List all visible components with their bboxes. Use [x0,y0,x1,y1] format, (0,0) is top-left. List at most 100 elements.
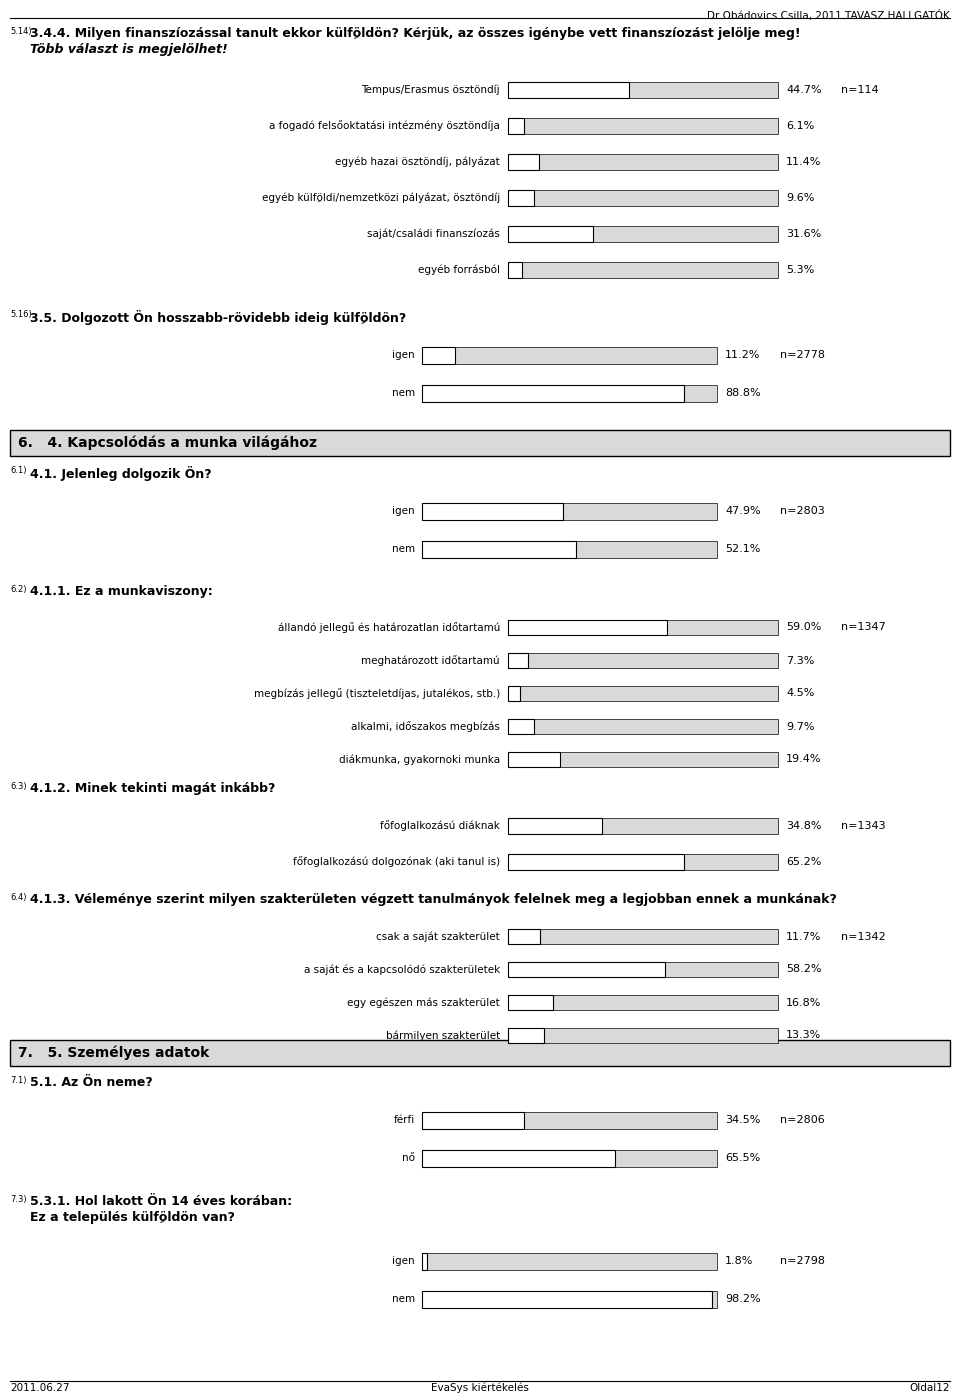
Text: 34.8%: 34.8% [786,821,822,831]
Bar [508,753,561,767]
Bar [508,190,534,206]
Text: n=114: n=114 [841,85,878,95]
Text: n=2806: n=2806 [780,1115,825,1125]
Bar [508,118,524,134]
Bar [508,653,528,667]
Text: Oldal12: Oldal12 [909,1384,950,1393]
Text: 6.2): 6.2) [10,585,27,595]
Text: 6.1%: 6.1% [786,120,814,132]
Text: 7.3): 7.3) [10,1195,27,1205]
Text: 4.1.1. Ez a munkaviszony:: 4.1.1. Ez a munkaviszony: [30,585,213,597]
Text: 4.1.3. Véleménye szerint milyen szakterületen végzett tanulmányok felelnek meg a: 4.1.3. Véleménye szerint milyen szakterü… [30,893,837,907]
Text: 11.4%: 11.4% [786,157,822,166]
Text: nem: nem [392,1294,415,1304]
Text: n=2803: n=2803 [780,506,825,516]
Text: igen: igen [393,506,415,516]
Text: Több választ is megjelölhet!: Több választ is megjelölhet! [30,43,228,56]
Text: n=1343: n=1343 [841,821,886,831]
Text: 2011.06.27: 2011.06.27 [10,1384,69,1393]
Text: egyéb külfِöldi/nemzetközi pályázat, ösztöndíj: egyéb külfِöldi/nemzetközi pályázat, ösz… [262,193,500,203]
Text: 65.2%: 65.2% [786,858,822,867]
Text: 5.16): 5.16) [10,311,32,319]
Text: 6.4): 6.4) [10,893,27,902]
Bar [508,719,534,734]
Text: 11.7%: 11.7% [786,932,822,942]
Bar [508,83,629,98]
Bar [508,227,593,242]
Bar [508,929,540,944]
Text: 5.1. Az Ön neme?: 5.1. Az Ön neme? [30,1076,153,1088]
Text: megbízás jellegű (tiszteletdíjas, jutalékos, stb.): megbízás jellegű (tiszteletdíjas, jutalé… [253,688,500,700]
Bar [508,995,553,1010]
Bar [508,753,778,767]
Text: 19.4%: 19.4% [786,754,822,764]
Text: 5.3%: 5.3% [786,264,814,276]
Text: 58.2%: 58.2% [786,964,822,975]
Text: férfi: férfi [394,1115,415,1125]
Text: nem: nem [392,388,415,397]
Bar [508,995,778,1010]
Text: csak a saját szakterület: csak a saját szakterület [376,932,500,942]
Text: 7.3%: 7.3% [786,656,814,666]
Text: 6.3): 6.3) [10,782,27,790]
Text: 65.5%: 65.5% [725,1153,760,1163]
Text: bármilyen szakterület: bármilyen szakterület [386,1030,500,1041]
Text: főfoglalkozású diáknak: főfoglalkozású diáknak [380,821,500,831]
Text: meghatározott időtartamú: meghatározott időtartamú [361,655,500,666]
Text: egyéb hazai ösztöndíj, pályázat: egyéb hazai ösztöndíj, pályázat [335,157,500,168]
Text: n=2778: n=2778 [780,350,825,360]
Text: Dr Obádovics Csilla, 2011 TAVASZ HALLGATÓK: Dr Obádovics Csilla, 2011 TAVASZ HALLGAT… [708,10,950,21]
Bar [508,818,778,834]
Text: igen: igen [393,1256,415,1266]
Bar [508,620,778,635]
Bar [422,1290,711,1308]
Text: igen: igen [393,350,415,360]
Text: 52.1%: 52.1% [725,544,760,554]
Text: 44.7%: 44.7% [786,85,822,95]
Text: 47.9%: 47.9% [725,506,760,516]
Text: 9.7%: 9.7% [786,722,814,732]
Text: nem: nem [392,544,415,554]
Text: alkalmi, időszakos megbízás: alkalmi, időszakos megbízás [351,720,500,732]
Text: 3.4.4. Milyen finanszíozással tanult ekkor külfِöldön? Kérjük, az összes igénybe: 3.4.4. Milyen finanszíozással tanult ekk… [30,27,801,41]
Text: főfoglalkozású dolgozónak (aki tanul is): főfoglalkozású dolgozónak (aki tanul is) [293,856,500,867]
Bar [508,83,778,98]
Bar [422,1150,615,1167]
Text: 6.1): 6.1) [10,466,27,476]
Text: 6.   4. Kapcsolódás a munka világához: 6. 4. Kapcsolódás a munka világához [18,435,317,450]
Text: egy egészen más szakterület: egy egészen más szakterület [348,997,500,1007]
Bar [422,540,576,557]
Bar [422,385,684,402]
Bar [422,1111,524,1129]
Bar [422,502,717,519]
Text: 13.3%: 13.3% [786,1031,821,1041]
Bar [508,653,778,667]
Text: n=2798: n=2798 [780,1256,825,1266]
Text: nő: nő [402,1153,415,1163]
Text: a fogadó felsőoktatási intézmény ösztöndíja: a fogadó felsőoktatási intézmény ösztönd… [269,120,500,132]
Bar [508,686,778,701]
Bar [508,686,520,701]
Bar [10,1039,950,1066]
Text: 98.2%: 98.2% [725,1294,760,1304]
Text: 34.5%: 34.5% [725,1115,760,1125]
Text: saját/családi finanszíozás: saját/családi finanszíozás [367,229,500,239]
Bar [508,853,684,870]
Text: 59.0%: 59.0% [786,623,822,632]
Text: 88.8%: 88.8% [725,388,760,397]
Text: diákmunka, gyakornoki munka: diákmunka, gyakornoki munka [339,754,500,765]
Bar [508,818,602,834]
Text: 16.8%: 16.8% [786,997,822,1007]
Bar [422,1150,717,1167]
Bar [422,1111,717,1129]
Text: n=1347: n=1347 [841,623,886,632]
Bar [508,620,667,635]
Text: 7.1): 7.1) [10,1076,27,1086]
Text: Ez a település külfِöldön van?: Ez a település külfِöldön van? [30,1212,235,1224]
Text: állandó jellegű és határozatlan időtartamú: állandó jellegű és határozatlan időtarta… [277,623,500,632]
Bar [508,963,778,977]
Bar [508,118,778,134]
Text: 4.1.2. Minek tekinti magát inkább?: 4.1.2. Minek tekinti magát inkább? [30,782,276,795]
Text: 9.6%: 9.6% [786,193,814,203]
Text: 3.5. Dolgozott Ön hosszabb-rövidebb ideig külfِöldön?: 3.5. Dolgozott Ön hosszabb-rövidebb idei… [30,311,406,325]
